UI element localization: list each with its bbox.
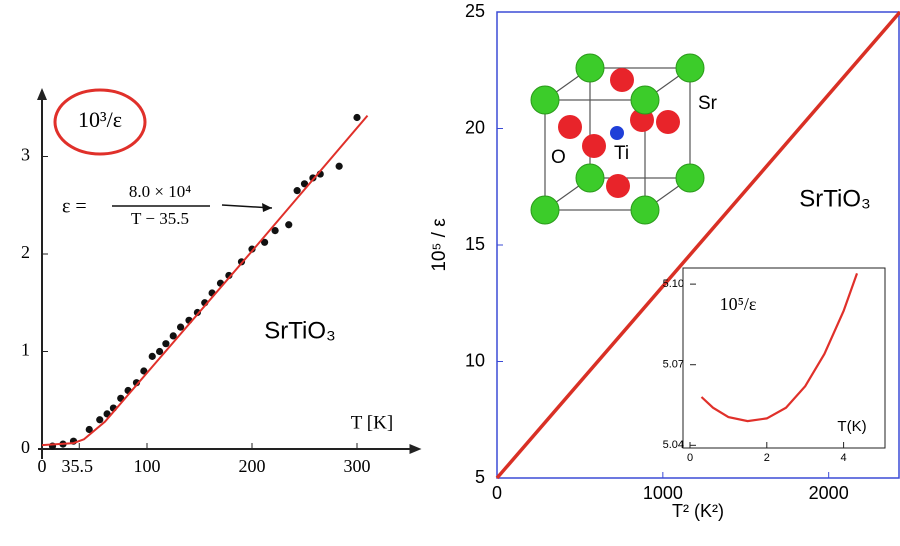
data-point	[96, 416, 104, 424]
data-point	[248, 245, 256, 253]
x-tick-label: 35.5	[62, 456, 94, 476]
y-tick-label: 5.04	[663, 439, 684, 451]
y-tick-label: 15	[465, 234, 485, 254]
y-tick-label: 5.10	[663, 278, 684, 290]
data-point	[148, 352, 156, 360]
y-tick-label: 5.07	[663, 359, 684, 371]
data-point	[300, 180, 309, 188]
x-tick-label: 0	[38, 456, 47, 476]
x-axis-arrow	[409, 444, 422, 454]
data-point	[85, 425, 93, 434]
data-point	[271, 227, 279, 235]
sr-atoms	[530, 53, 705, 225]
data-line	[700, 273, 859, 423]
y-tick-label: 10	[465, 350, 485, 370]
compound-label: SrTiO₃	[799, 185, 871, 212]
data-point	[353, 113, 361, 122]
y-tick-label: 2	[21, 242, 30, 262]
y-tick-label: 5	[475, 467, 485, 487]
data-point	[335, 162, 343, 170]
ti-atom	[610, 126, 624, 140]
inset-frame	[682, 267, 886, 449]
data-point	[156, 347, 164, 356]
formula-numerator: 8.0 × 10⁴	[129, 182, 191, 201]
data-point	[162, 340, 170, 348]
y-tick-label: 25	[465, 1, 485, 21]
data-point	[140, 367, 148, 375]
x-tick-label: 100	[134, 456, 161, 476]
arrow-head	[262, 203, 272, 212]
data-point	[169, 332, 177, 340]
highlight-circle	[53, 88, 147, 156]
inset-y-label: 10⁵/ε	[720, 294, 757, 314]
atom-label: Sr	[698, 93, 718, 114]
x-tick-label: 0	[492, 483, 502, 503]
crystal-structure: Sr O Ti	[530, 53, 718, 225]
y-tick-label: 1	[21, 340, 30, 360]
x-tick-label: 200	[239, 456, 266, 476]
data-line	[41, 114, 369, 447]
data-point	[285, 221, 293, 229]
x-tick-label: 4	[841, 452, 847, 464]
formula-lhs: ε =	[62, 196, 87, 218]
data-line	[495, 10, 900, 480]
y-tick-label: 3	[21, 145, 30, 165]
x-tick-label: 2000	[809, 483, 849, 503]
formula-denominator: T − 35.5	[131, 209, 189, 228]
atom-label: Ti	[614, 143, 629, 164]
y-tick-label: 0	[21, 437, 30, 457]
x-tick-label: 300	[344, 456, 371, 476]
y-tick-label: 20	[465, 117, 485, 137]
x-tick-label: 1000	[643, 483, 683, 503]
data-point	[177, 323, 185, 331]
inset-x-label: T(K)	[837, 418, 866, 435]
atom-label: O	[551, 147, 566, 168]
data-point	[193, 308, 201, 317]
x-axis-label: T [K]	[351, 412, 393, 433]
y-axis-arrow	[37, 88, 47, 100]
data-point	[293, 187, 301, 195]
x-tick-label: 2	[764, 452, 770, 464]
x-tick-label: 0	[687, 452, 693, 464]
y-axis-label: 10³/ε	[78, 107, 122, 132]
x-axis-label: T² (K²)	[672, 501, 724, 521]
compound-label: SrTiO₃	[264, 317, 336, 344]
y-axis-label: 10⁵ / ε	[429, 218, 450, 272]
data-point	[261, 238, 269, 246]
